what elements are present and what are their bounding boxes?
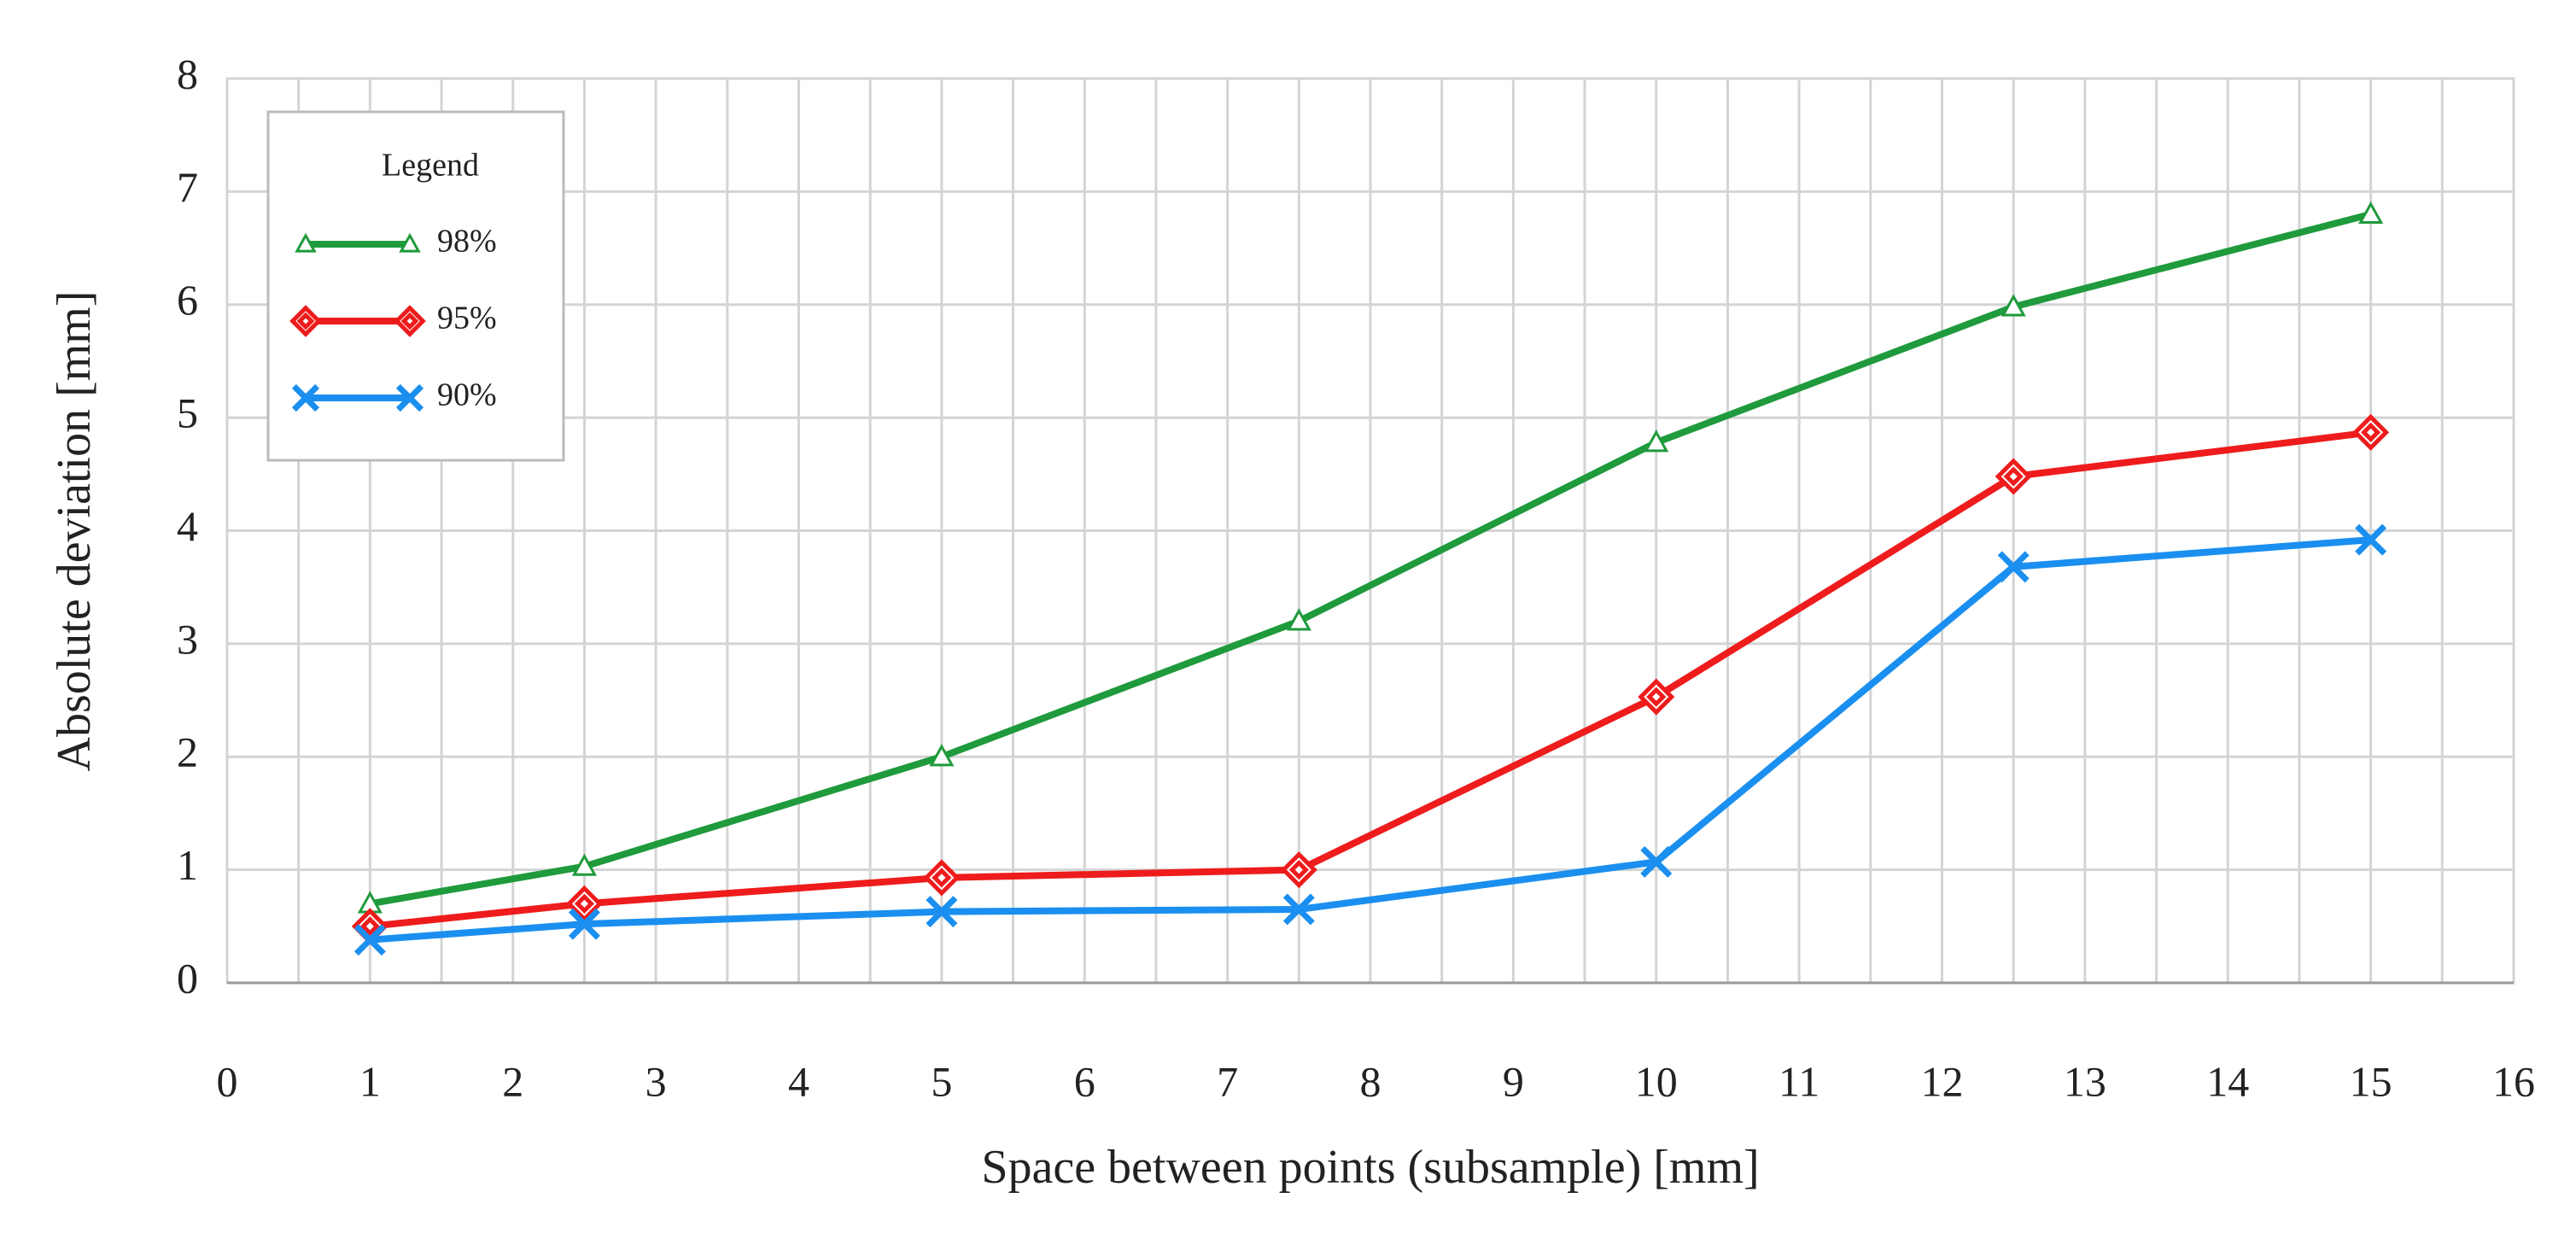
- marker: [1644, 430, 1669, 453]
- x-tick-label: 3: [645, 1057, 667, 1105]
- x-tick-label: 13: [2064, 1057, 2106, 1105]
- marker: [1282, 893, 1315, 926]
- marker: [295, 232, 317, 253]
- y-tick-label: 0: [177, 954, 198, 1002]
- marker: [2352, 413, 2390, 451]
- marker: [2358, 201, 2384, 224]
- marker: [394, 305, 426, 337]
- marker: [571, 853, 597, 876]
- x-tick-label: 11: [1779, 1057, 1820, 1105]
- x-tick-label: 1: [359, 1057, 381, 1105]
- legend-label: 90%: [437, 377, 497, 413]
- x-tick-label: 12: [1921, 1057, 1964, 1105]
- x-tick-label: 4: [788, 1057, 809, 1105]
- x-tick-label: 7: [1217, 1057, 1238, 1105]
- x-tick-label: 16: [2492, 1057, 2535, 1105]
- x-tick-label: 5: [931, 1057, 952, 1105]
- marker: [2001, 294, 2026, 317]
- marker: [565, 885, 603, 922]
- marker: [2355, 523, 2387, 556]
- marker: [926, 896, 958, 928]
- x-tick-label: 14: [2206, 1057, 2249, 1105]
- y-tick-label: 5: [177, 389, 198, 437]
- marker: [395, 383, 424, 412]
- x-tick-label: 8: [1360, 1057, 1381, 1105]
- y-tick-label: 4: [177, 502, 198, 550]
- marker: [568, 908, 600, 940]
- marker: [929, 744, 955, 767]
- legend-title: Legend: [382, 148, 479, 184]
- y-tick-label: 2: [177, 728, 198, 776]
- marker: [1638, 678, 1675, 716]
- x-axis-title: Space between points (subsample) [mm]: [981, 1141, 1759, 1194]
- marker: [923, 859, 961, 897]
- y-axis-title: Absolute deviation [mm]: [48, 290, 101, 771]
- x-tick-label: 6: [1074, 1057, 1095, 1105]
- marker: [353, 924, 386, 956]
- marker: [399, 232, 421, 253]
- marker: [289, 305, 322, 337]
- marker: [291, 383, 320, 412]
- y-tick-label: 8: [177, 50, 198, 97]
- marker: [1995, 458, 2032, 495]
- y-tick-label: 3: [177, 615, 198, 663]
- marker: [1286, 608, 1311, 631]
- legend-label: 98%: [437, 224, 497, 260]
- y-tick-label: 6: [177, 276, 198, 324]
- marker: [1280, 851, 1317, 889]
- x-tick-label: 2: [502, 1057, 523, 1105]
- y-tick-label: 7: [177, 163, 198, 211]
- legend-label: 95%: [437, 301, 497, 336]
- marker: [1640, 845, 1673, 878]
- y-tick-label: 1: [177, 841, 198, 889]
- x-tick-label: 9: [1503, 1057, 1524, 1105]
- x-tick-label: 15: [2350, 1057, 2392, 1105]
- x-tick-label: 10: [1635, 1057, 1678, 1105]
- marker: [1997, 551, 2030, 583]
- x-tick-label: 0: [217, 1057, 238, 1105]
